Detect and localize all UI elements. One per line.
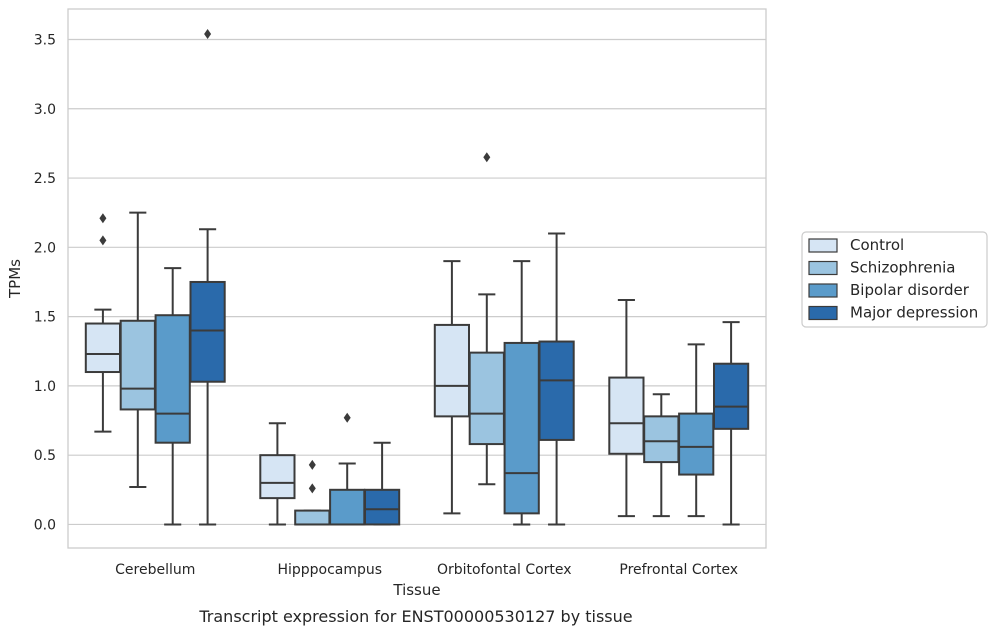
iqr-box	[678, 412, 715, 476]
y-tick-label: 0.0	[34, 517, 56, 533]
iqr-box	[503, 341, 540, 515]
legend-swatch	[808, 260, 838, 276]
box-control	[608, 298, 645, 518]
iqr-box	[608, 376, 645, 455]
x-tick-label: Orbitofontal Cortex	[437, 562, 572, 578]
box-major-depression	[712, 321, 750, 526]
box-bipolar-disorder	[678, 343, 715, 518]
outlier-point	[99, 235, 107, 246]
legend-swatch	[808, 283, 838, 298]
box-bipolar-disorder	[154, 267, 191, 526]
iqr-box	[84, 322, 122, 374]
box-schizophrenia	[119, 211, 156, 489]
box-schizophrenia	[468, 152, 505, 486]
iqr-box	[294, 509, 331, 526]
x-tick-label: Prefrontal Cortex	[619, 562, 738, 578]
legend-label: Major depression	[850, 304, 978, 322]
iqr-box	[119, 319, 156, 411]
legend-label: Control	[850, 236, 904, 254]
y-tick-label: 2.5	[34, 171, 56, 187]
y-tick-label: 1.5	[34, 310, 56, 326]
x-tick-label: Cerebellum	[115, 562, 195, 578]
box-bipolar-disorder	[329, 412, 366, 526]
x-axis-label: Tissue	[392, 581, 440, 599]
outlier-point	[308, 483, 316, 494]
legend-swatch	[808, 305, 838, 321]
legend-label: Schizophrenia	[850, 259, 955, 277]
iqr-box	[154, 314, 191, 444]
plot-frame	[67, 8, 767, 549]
outlier-point	[204, 28, 212, 39]
iqr-box	[189, 280, 226, 383]
legend: Control Schizophrenia Bipolar disorder Majo…	[801, 231, 988, 328]
box-major-depression	[189, 28, 226, 526]
iqr-box	[433, 323, 471, 418]
x-tick-labels: Cerebellum Hipppocampus Orbitofontal Corte…	[115, 562, 738, 578]
legend-label: Bipolar disorder	[850, 281, 970, 299]
boxes	[84, 28, 750, 526]
box-major-depression	[538, 232, 575, 526]
iqr-box	[538, 340, 575, 441]
iqr-box	[712, 362, 750, 430]
y-axis-label: TPMs	[6, 259, 24, 299]
box-bipolar-disorder	[503, 260, 540, 526]
legend-swatch	[808, 238, 838, 253]
x-tick-label: Hipppocampus	[277, 562, 382, 578]
y-tick-label: 1.0	[34, 379, 56, 395]
legend-frame	[801, 231, 988, 328]
box-control	[433, 260, 471, 515]
outlier-point	[99, 213, 107, 224]
iqr-box	[643, 415, 680, 464]
iqr-box	[468, 351, 505, 446]
y-tick-labels: 0.0 0.5 1.0 1.5 2.0 2.5 3.0 3.5	[34, 32, 56, 533]
y-tick-label: 2.0	[34, 240, 56, 256]
y-tick-label: 0.5	[34, 448, 56, 464]
outlier-point	[483, 152, 491, 163]
outlier-point	[343, 412, 351, 423]
y-tick-label: 3.0	[34, 102, 56, 118]
box-control	[259, 422, 296, 526]
iqr-box	[363, 488, 401, 526]
outlier-point	[308, 459, 316, 470]
box-major-depression	[363, 441, 401, 526]
box-schizophrenia	[294, 459, 331, 526]
box-control	[84, 213, 122, 433]
iqr-box	[329, 488, 366, 526]
iqr-box	[259, 454, 296, 500]
y-tick-label: 3.5	[34, 32, 56, 48]
figure-caption: Transcript expression for ENST0000053012…	[198, 607, 632, 626]
box-schizophrenia	[643, 393, 680, 518]
